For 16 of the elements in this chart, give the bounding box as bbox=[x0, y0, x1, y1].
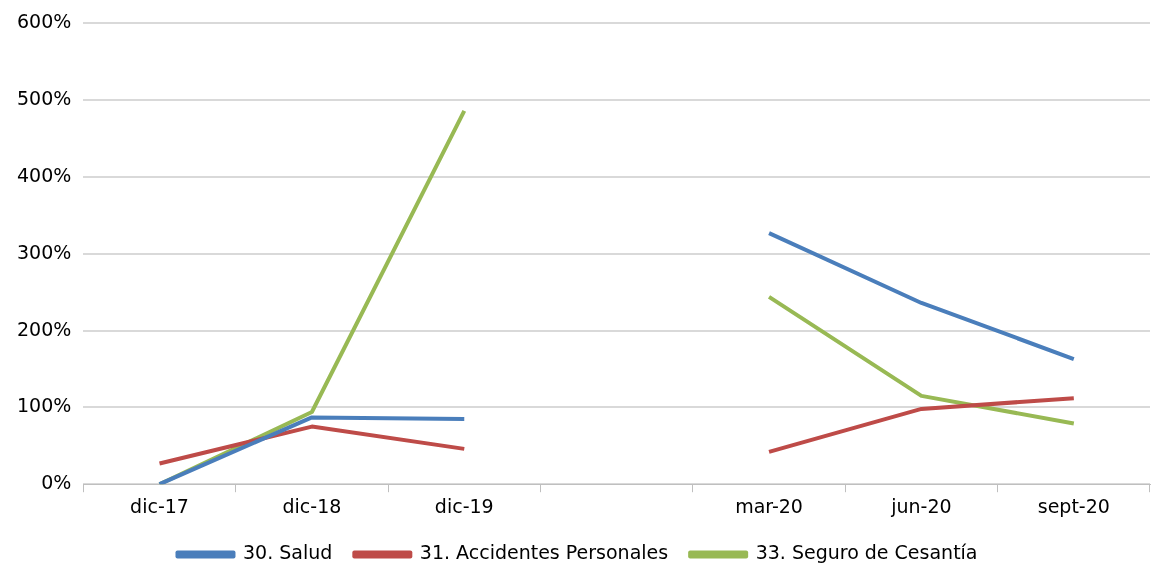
x-tick-label: dic-18 bbox=[282, 494, 342, 517]
x-tick-label: mar-20 bbox=[735, 494, 803, 517]
x-tick-label: sept-20 bbox=[1037, 494, 1110, 517]
y-tick-label: 600% bbox=[16, 10, 72, 33]
legend-label: 33. Seguro de Cesantía bbox=[755, 541, 978, 564]
y-tick-label: 200% bbox=[16, 317, 72, 340]
x-tick-label: dic-17 bbox=[130, 494, 189, 517]
y-tick-label: 300% bbox=[16, 240, 72, 263]
y-tick-label: 400% bbox=[16, 163, 72, 186]
y-tick-label: 500% bbox=[16, 87, 72, 110]
y-tick-label: 0% bbox=[41, 471, 72, 494]
legend-label: 31. Accidentes Personales bbox=[419, 541, 669, 564]
x-tick-label: dic-19 bbox=[434, 494, 494, 517]
y-tick-label: 100% bbox=[16, 394, 72, 417]
x-tick-label: jun-20 bbox=[890, 494, 952, 517]
legend-label: 30. Salud bbox=[242, 541, 333, 564]
